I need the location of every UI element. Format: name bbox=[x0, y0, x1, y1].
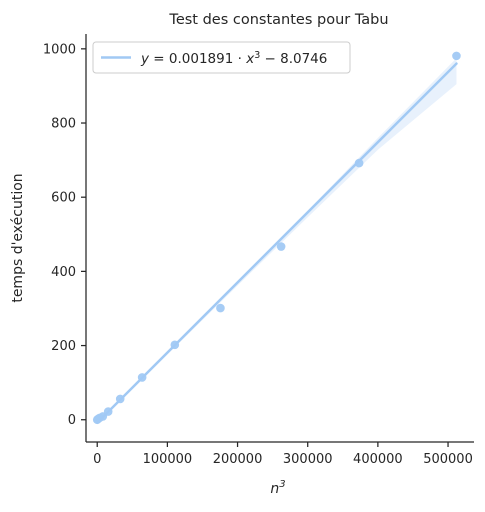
x-tick-label: 500000 bbox=[423, 452, 473, 467]
data-point bbox=[103, 407, 113, 416]
x-tick-label: 200000 bbox=[213, 452, 263, 467]
x-tick-label: 300000 bbox=[283, 452, 333, 467]
y-tick-label: 400 bbox=[51, 265, 76, 280]
legend-box bbox=[92, 41, 351, 74]
y-tick-label: 800 bbox=[51, 117, 76, 132]
y-tick-label: 200 bbox=[51, 339, 76, 354]
x-tick-label: 400000 bbox=[353, 452, 403, 467]
legend-entry-label: y = 0.001891 · x3 − 8.0746 bbox=[140, 50, 327, 67]
y-axis-label: temps d'exécution bbox=[10, 173, 26, 302]
x-axis-label: n3 bbox=[270, 479, 285, 497]
data-point bbox=[115, 394, 125, 404]
x-ticks: 0 100000 200000 300000 400000 500000 bbox=[93, 442, 473, 467]
legend: y = 0.001891 · x3 − 8.0746 bbox=[92, 41, 351, 74]
scatter-points-layer bbox=[92, 51, 461, 425]
y-tick-label: 1000 bbox=[43, 42, 76, 57]
data-point bbox=[170, 340, 180, 350]
data-point bbox=[354, 158, 364, 168]
data-point bbox=[216, 303, 225, 313]
chart-title: Test des constantes pour Tabu bbox=[168, 12, 388, 28]
regression-line bbox=[95, 62, 458, 424]
x-tick-label: 0 bbox=[93, 452, 101, 467]
data-point bbox=[452, 51, 461, 61]
y-ticks: 0 200 400 600 800 1000 bbox=[43, 42, 86, 428]
y-tick-label: 600 bbox=[51, 191, 76, 206]
regression-line-layer bbox=[95, 62, 458, 424]
y-tick-label: 0 bbox=[68, 413, 76, 428]
data-point bbox=[276, 242, 286, 251]
x-tick-label: 100000 bbox=[143, 452, 193, 467]
data-point bbox=[137, 373, 147, 382]
